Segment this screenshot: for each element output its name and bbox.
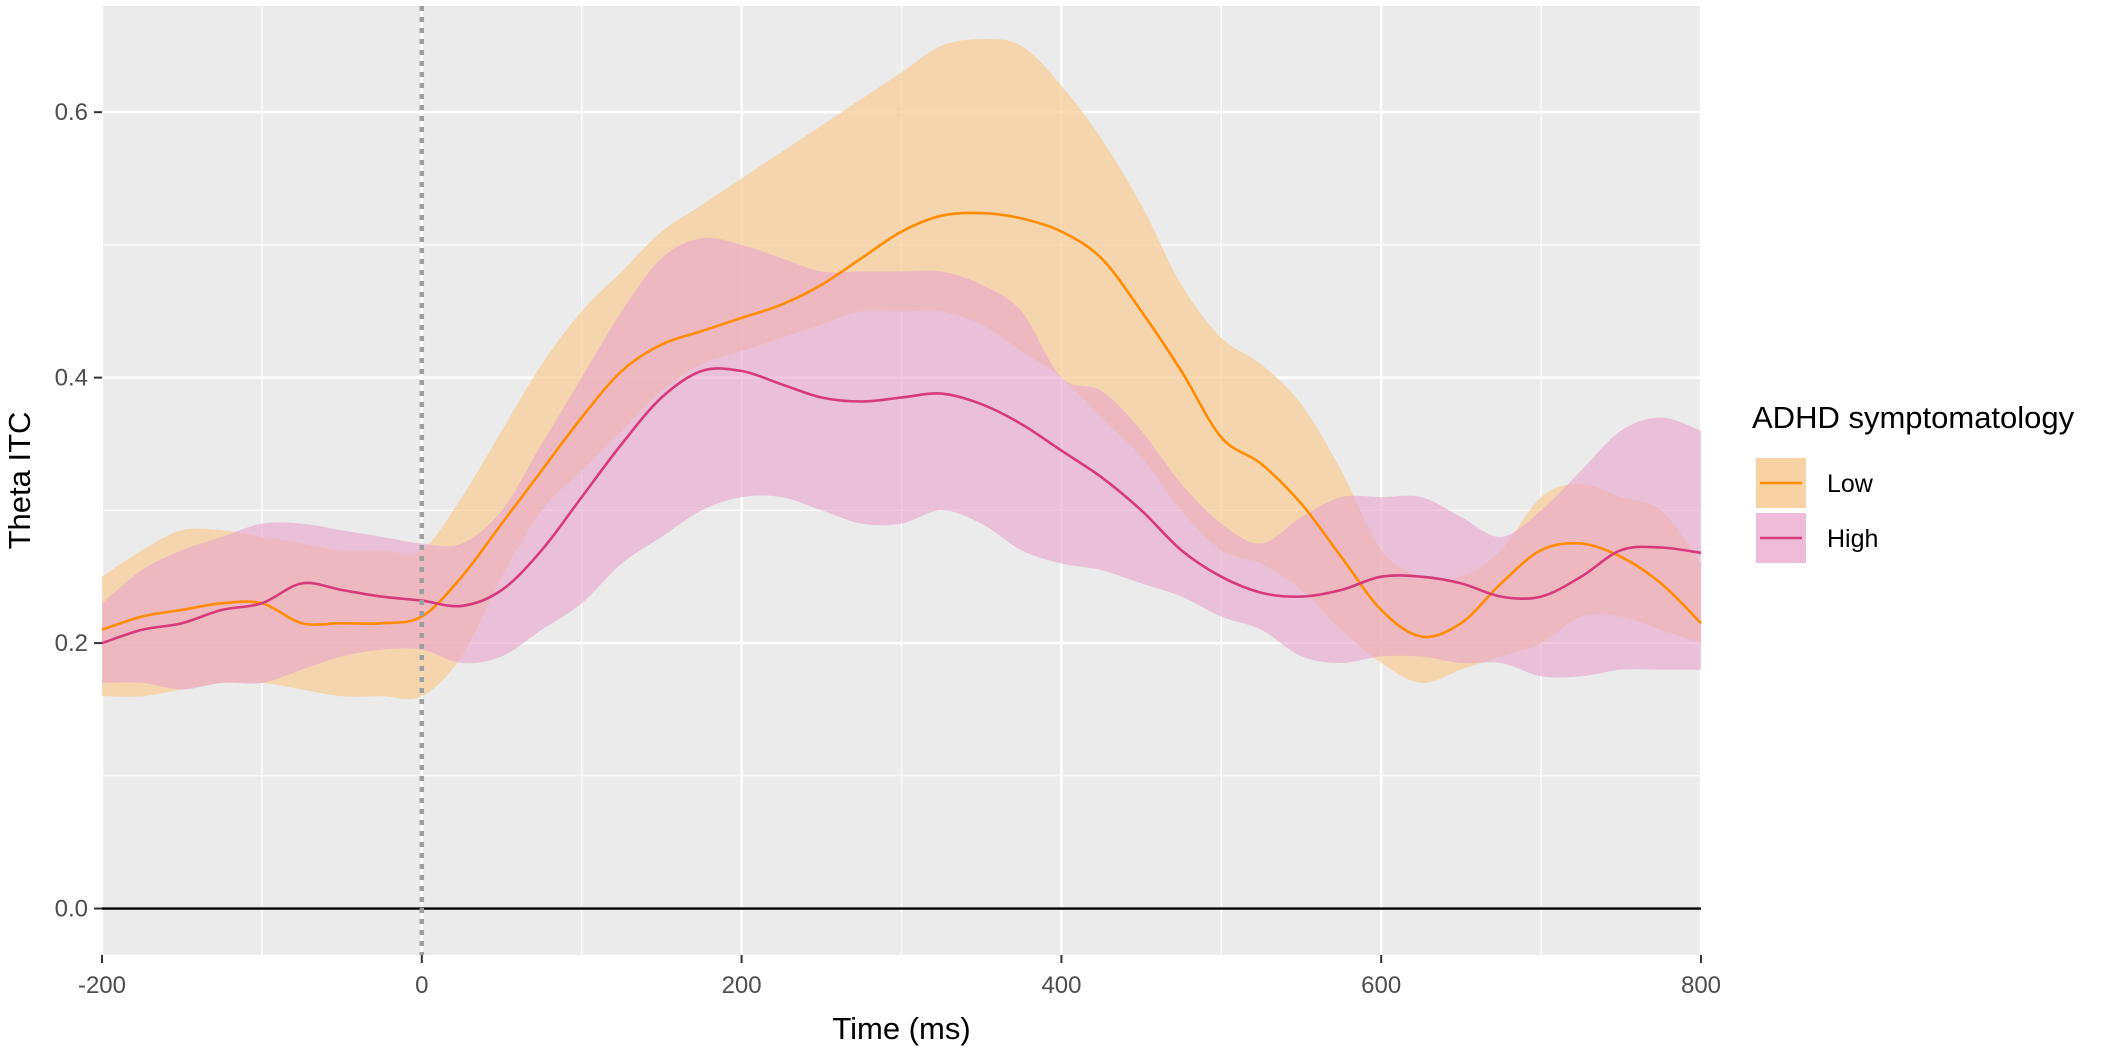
legend: ADHD symptomatology Low High bbox=[1752, 400, 2075, 563]
x-tick-label: -200 bbox=[78, 972, 126, 999]
y-axis-title: Theta ITC bbox=[2, 412, 37, 550]
x-axis-title: Time (ms) bbox=[832, 1011, 970, 1046]
x-tick-label: 0 bbox=[415, 972, 428, 999]
x-tick-label: 400 bbox=[1041, 972, 1081, 999]
y-tick-label: 0.2 bbox=[55, 630, 88, 657]
confidence-ribbons bbox=[102, 39, 1701, 700]
legend-title: ADHD symptomatology bbox=[1752, 400, 2075, 435]
line-low bbox=[101, 211, 1702, 639]
y-tick-label: 0.0 bbox=[55, 896, 88, 923]
legend-label-high: High bbox=[1827, 525, 1878, 553]
axes: -200 0 200 400 600 800 0.0 0.2 0.4 0.6 Time (ms) Th… bbox=[2, 99, 1721, 1046]
y-tick-label: 0.6 bbox=[55, 99, 88, 126]
series-lines bbox=[101, 211, 1702, 645]
y-tick-label: 0.4 bbox=[55, 365, 88, 392]
ribbon-high bbox=[102, 237, 1701, 690]
x-tick-label: 600 bbox=[1361, 972, 1401, 999]
legend-label-low: Low bbox=[1827, 470, 1874, 498]
x-tick-label: 800 bbox=[1681, 972, 1721, 999]
line-high bbox=[101, 367, 1702, 645]
x-tick-label: 200 bbox=[722, 972, 762, 999]
reference-lines bbox=[102, 6, 1701, 955]
